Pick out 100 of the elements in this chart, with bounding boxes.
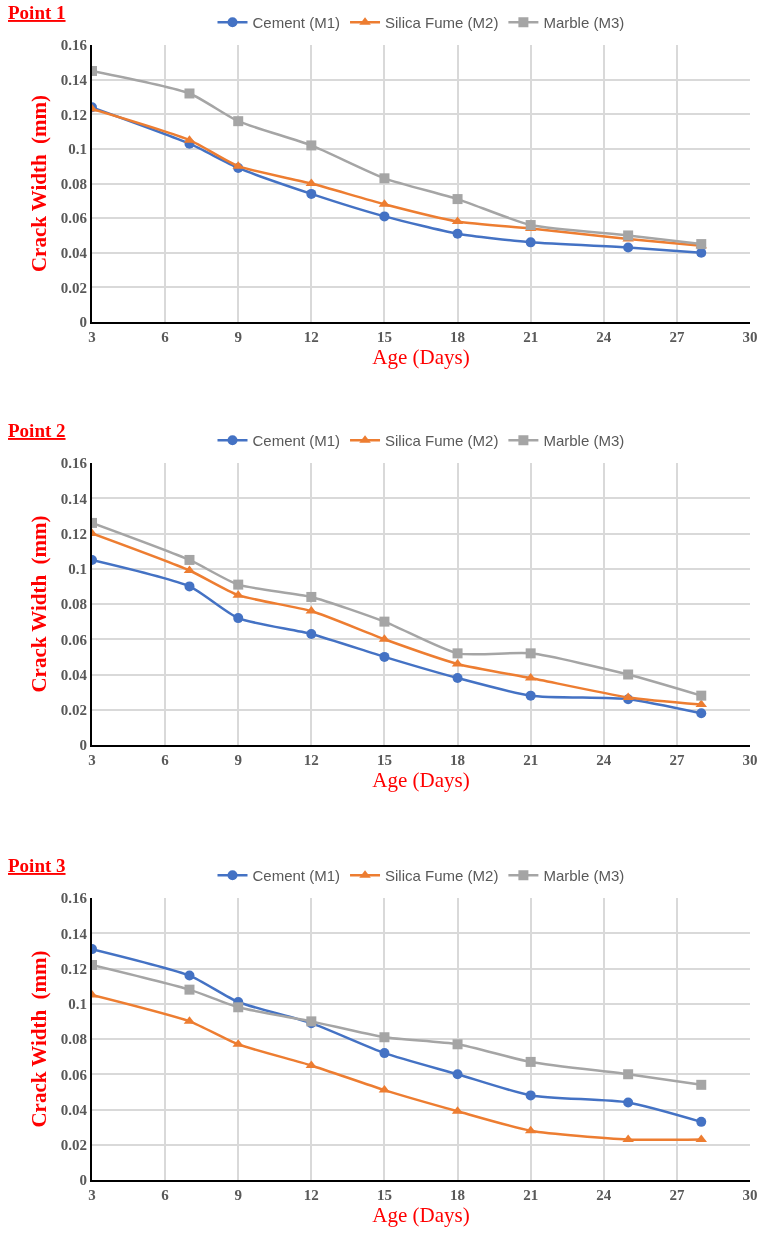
y-tick-label: 0.1 (68, 996, 87, 1012)
y-tick-label: 0.06 (60, 1066, 88, 1083)
x-tick-label: 24 (596, 1187, 612, 1203)
point (233, 1002, 244, 1013)
x-tick-label: 15 (376, 329, 392, 345)
y-tick-label: 0.02 (60, 1137, 87, 1153)
point (525, 1090, 536, 1101)
chart-title: Point 3 (8, 855, 66, 876)
point (184, 554, 195, 565)
point (184, 984, 195, 995)
y-tick-label: 0.16 (60, 890, 88, 907)
x-tick-label: 30 (742, 329, 758, 345)
point (696, 1116, 707, 1127)
x-tick-label: 27 (669, 1187, 685, 1203)
x-tick-label: 24 (596, 752, 612, 768)
point (452, 673, 463, 684)
x-tick-label: 6 (161, 329, 170, 345)
point (623, 669, 634, 680)
x-tick-label: 12 (303, 329, 319, 345)
legend-label: Silica Fume (M2) (385, 432, 499, 450)
point (184, 970, 195, 981)
y-tick-label: 0.06 (60, 631, 88, 648)
x-tick-label: 18 (450, 752, 466, 768)
x-tick-label: 15 (376, 1187, 392, 1203)
x-tick-label: 30 (742, 752, 758, 768)
x-tick-label: 3 (88, 752, 96, 768)
point (525, 237, 536, 248)
x-tick-label: 27 (669, 329, 685, 345)
point (379, 616, 390, 627)
x-tick-label: 21 (523, 1187, 539, 1203)
x-tick-label: 3 (88, 329, 96, 345)
point (379, 1048, 390, 1059)
point (525, 1056, 536, 1067)
point (184, 88, 195, 99)
x-axis-title: Age (Days) (372, 768, 470, 792)
point (452, 648, 463, 659)
y-tick-label: 0.14 (60, 925, 88, 942)
legend-label: Cement (M1) (252, 867, 341, 885)
legend-label: Silica Fume (M2) (385, 867, 499, 885)
point (233, 613, 244, 624)
legend-label: Marble (M3) (543, 432, 625, 450)
x-axis-title: Age (Days) (372, 1203, 470, 1227)
point (379, 173, 390, 184)
y-tick-label: 0.08 (60, 596, 87, 613)
x-tick-label: 21 (523, 752, 539, 768)
x-tick-label: 12 (303, 1187, 319, 1203)
point (452, 194, 463, 205)
x-tick-label: 15 (376, 752, 392, 768)
point (233, 579, 244, 590)
x-tick-label: 9 (234, 329, 242, 345)
chart-title: Point 2 (8, 420, 66, 441)
x-tick-label: 18 (450, 1187, 466, 1203)
point (696, 1079, 707, 1090)
x-tick-label: 6 (161, 1187, 170, 1203)
point (623, 1097, 634, 1108)
y-tick-label: 0.08 (60, 1031, 87, 1048)
y-axis-title: Crack Width (mm) (27, 94, 52, 273)
y-tick-label: 0.08 (60, 175, 87, 192)
y-tick-label: 0.12 (60, 525, 87, 542)
point (452, 1039, 463, 1050)
y-tick-label: 0.16 (60, 37, 88, 54)
y-axis-title: Crack Width (mm) (27, 515, 52, 693)
x-tick-label: 21 (523, 329, 539, 345)
point (696, 690, 707, 701)
x-tick-label: 9 (234, 1187, 242, 1203)
y-tick-label: 0.06 (60, 210, 88, 227)
legend-label: Marble (M3) (543, 14, 625, 32)
point (379, 1032, 390, 1043)
point (233, 116, 244, 127)
y-axis-title: Crack Width (mm) (27, 950, 52, 1128)
y-tick-label: 0.02 (60, 279, 87, 296)
y-tick-label: 0.04 (60, 1101, 88, 1118)
point (452, 1069, 463, 1080)
point (696, 708, 707, 719)
y-tick-label: 0 (79, 1172, 87, 1189)
x-tick-label: 27 (669, 752, 685, 768)
point (184, 581, 195, 592)
x-tick-label: 12 (303, 752, 319, 768)
point (452, 228, 463, 239)
legend-label: Cement (M1) (252, 432, 341, 450)
x-tick-label: 30 (742, 1187, 758, 1203)
x-tick-label: 6 (161, 752, 170, 768)
point (623, 1069, 634, 1080)
y-tick-label: 0 (79, 737, 87, 754)
point (525, 690, 536, 701)
y-tick-label: 0.04 (60, 245, 88, 261)
point (306, 188, 317, 199)
y-tick-label: 0.12 (60, 960, 87, 977)
x-tick-label: 3 (88, 1187, 96, 1203)
legend-label: Marble (M3) (543, 867, 625, 885)
x-tick-label: 18 (450, 329, 466, 345)
point (306, 140, 317, 151)
x-tick-label: 24 (596, 329, 612, 345)
y-tick-label: 0 (79, 314, 87, 331)
point (379, 211, 390, 222)
y-tick-label: 0.1 (68, 141, 87, 158)
legend-label: Cement (M1) (252, 14, 341, 32)
y-tick-label: 0.12 (60, 106, 87, 123)
point (306, 591, 317, 602)
chart-title: Point 1 (8, 2, 66, 23)
